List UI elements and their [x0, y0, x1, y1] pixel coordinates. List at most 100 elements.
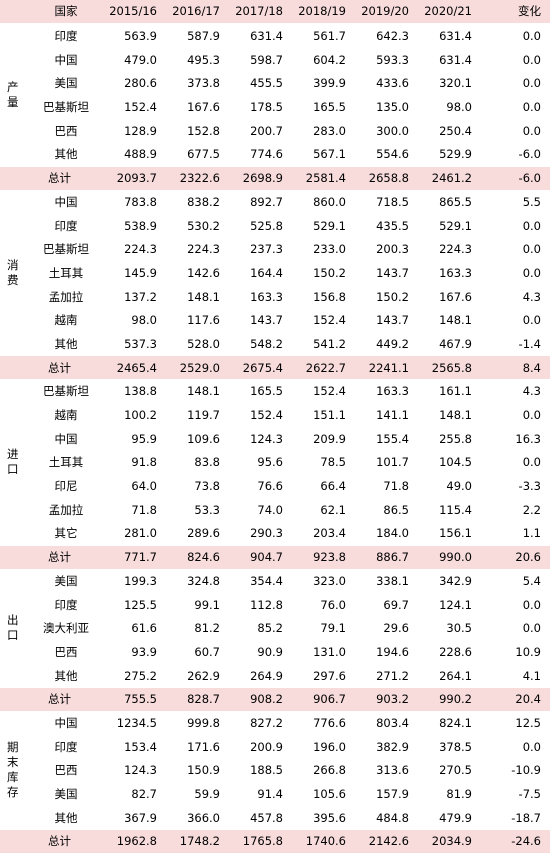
value-cell: 141.1 — [355, 403, 418, 428]
total-value-cell: 828.7 — [166, 687, 229, 712]
value-cell: 281.0 — [106, 521, 166, 546]
value-cell: 289.6 — [166, 521, 229, 546]
value-cell: 145.9 — [106, 261, 166, 286]
value-cell: 677.5 — [166, 142, 229, 167]
country-cell: 孟加拉 — [26, 284, 106, 309]
total-value-cell: 1765.8 — [229, 829, 292, 854]
total-value-cell: 2581.4 — [292, 166, 355, 191]
country-cell: 中国 — [26, 711, 106, 736]
table-row: 其他 488.9 677.5 774.6 567.1 554.6 529.9 -6.0 — [0, 142, 550, 167]
value-cell: 79.1 — [292, 616, 355, 641]
value-cell: 525.8 — [229, 213, 292, 238]
table-row: 进口 巴基斯坦 138.8 148.1 165.5 152.4 163.3 161.1 4.3 — [0, 379, 550, 546]
value-cell: 76.6 — [229, 474, 292, 499]
value-cell: 69.7 — [355, 592, 418, 617]
change-cell: 0.0 — [481, 237, 550, 262]
value-cell: 324.8 — [166, 569, 229, 594]
country-cell: 巴基斯坦 — [26, 95, 106, 120]
header-year: 2019/20 — [355, 0, 418, 25]
value-cell: 184.0 — [355, 521, 418, 546]
value-cell: 378.5 — [418, 734, 481, 759]
total-label: 总计 — [26, 355, 106, 380]
value-cell: 85.2 — [229, 616, 292, 641]
table-header: 国家 2015/16 2016/17 2017/18 2018/19 2019/… — [0, 0, 550, 25]
country-cell: 中国 — [26, 47, 106, 73]
change-cell: -1.4 — [481, 332, 550, 357]
value-cell: 224.3 — [166, 237, 229, 262]
value-cell: 151.1 — [292, 403, 355, 428]
value-cell: 148.1 — [418, 308, 481, 333]
table-row: 巴基斯坦 152.4 167.6 178.5 165.5 135.0 98.0 0.0 — [0, 95, 550, 120]
value-cell: 152.4 — [106, 95, 166, 120]
value-cell: 178.5 — [229, 95, 292, 120]
change-cell: -18.7 — [481, 805, 550, 831]
section-label: 产量 — [0, 23, 26, 167]
country-cell: 巴基斯坦 — [26, 379, 106, 404]
value-cell: 150.9 — [166, 758, 229, 783]
total-section-cell — [0, 166, 26, 191]
table-row: 巴西 124.3 150.9 188.5 266.8 313.6 270.5 -10.9 — [0, 758, 550, 783]
header-change: 变化 — [481, 0, 550, 25]
value-cell: 104.5 — [418, 450, 481, 475]
country-cell: 越南 — [26, 308, 106, 333]
total-value-cell: 1962.8 — [106, 829, 166, 854]
total-value-cell: 2529.0 — [166, 355, 229, 380]
country-cell: 印度 — [26, 23, 106, 49]
country-cell: 巴西 — [26, 118, 106, 144]
value-cell: 587.9 — [166, 23, 229, 49]
value-cell: 119.7 — [166, 403, 229, 428]
value-cell: 264.1 — [418, 663, 481, 688]
value-cell: 538.9 — [106, 213, 166, 238]
total-row: 总计 2465.4 2529.0 2675.4 2622.7 2241.1 2565.8 8.… — [0, 355, 550, 380]
table-row: 美国 280.6 373.8 455.5 399.9 433.6 320.1 0.0 — [0, 71, 550, 96]
value-cell: 95.9 — [106, 426, 166, 452]
change-cell: -3.3 — [481, 474, 550, 499]
total-value-cell: 923.8 — [292, 545, 355, 570]
value-cell: 395.6 — [292, 805, 355, 831]
change-cell: 4.3 — [481, 284, 550, 309]
value-cell: 74.0 — [229, 497, 292, 523]
value-cell: 399.9 — [292, 71, 355, 96]
value-cell: 528.0 — [166, 332, 229, 357]
value-cell: 297.6 — [292, 663, 355, 688]
value-cell: 86.5 — [355, 497, 418, 523]
value-cell: 561.7 — [292, 23, 355, 49]
total-change-cell: 8.4 — [481, 355, 550, 380]
change-cell: 16.3 — [481, 426, 550, 452]
total-value-cell: 2034.9 — [418, 829, 481, 854]
value-cell: 161.1 — [418, 379, 481, 404]
value-cell: 62.1 — [292, 497, 355, 523]
total-value-cell: 908.2 — [229, 687, 292, 712]
table-row: 出口 美国 199.3 324.8 354.4 323.0 338.1 342.9 5.4 — [0, 569, 550, 688]
value-cell: 64.0 — [106, 474, 166, 499]
value-cell: 90.9 — [229, 640, 292, 665]
value-cell: 604.2 — [292, 47, 355, 73]
total-label: 总计 — [26, 166, 106, 191]
value-cell: 194.6 — [355, 640, 418, 665]
total-label: 总计 — [26, 829, 106, 854]
change-cell: 0.0 — [481, 118, 550, 144]
total-change-cell: 20.4 — [481, 687, 550, 712]
value-cell: 366.0 — [166, 805, 229, 831]
value-cell: 999.8 — [166, 711, 229, 736]
value-cell: 382.9 — [355, 734, 418, 759]
change-cell: 2.2 — [481, 497, 550, 523]
change-cell: 0.0 — [481, 23, 550, 49]
total-section-cell — [0, 687, 26, 712]
value-cell: 142.6 — [166, 261, 229, 286]
value-cell: 153.4 — [106, 734, 166, 759]
value-cell: 224.3 — [106, 237, 166, 262]
value-cell: 827.2 — [229, 711, 292, 736]
total-section-cell — [0, 355, 26, 380]
country-cell: 巴西 — [26, 640, 106, 665]
value-cell: 83.8 — [166, 450, 229, 475]
value-cell: 101.7 — [355, 450, 418, 475]
total-value-cell: 2658.8 — [355, 166, 418, 191]
value-cell: 135.0 — [355, 95, 418, 120]
total-value-cell: 1740.6 — [292, 829, 355, 854]
value-cell: 128.9 — [106, 118, 166, 144]
table-row: 其他 537.3 528.0 548.2 541.2 449.2 467.9 -1.4 — [0, 332, 550, 357]
total-value-cell: 755.5 — [106, 687, 166, 712]
value-cell: 783.8 — [106, 190, 166, 215]
value-cell: 164.4 — [229, 261, 292, 286]
